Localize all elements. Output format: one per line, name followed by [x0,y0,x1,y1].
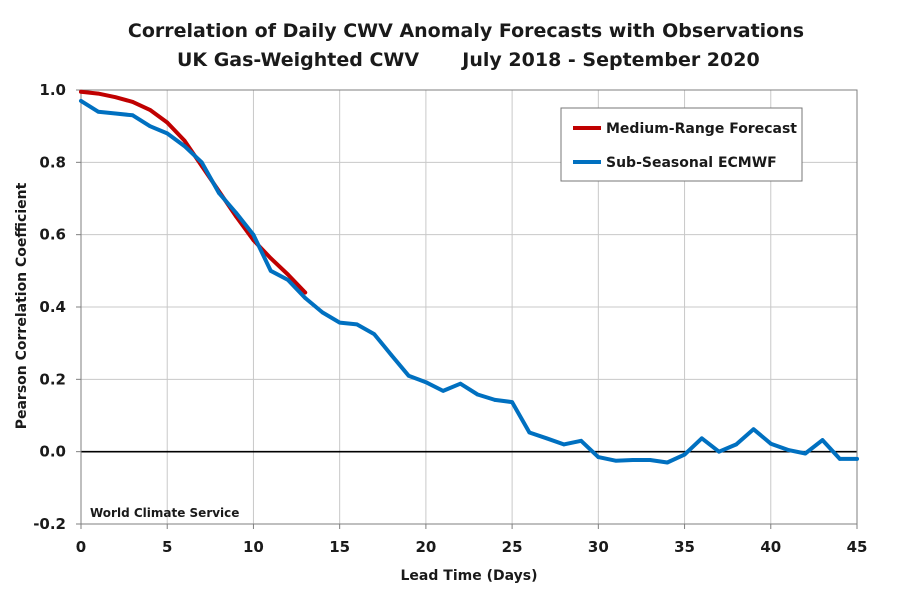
x-tick-label: 5 [162,538,172,556]
data-point-sub-seasonal [510,400,514,404]
data-point-sub-seasonal [286,278,290,282]
data-point-sub-seasonal [717,449,721,454]
legend-label-medium-range: Medium-Range Forecast [606,121,797,137]
data-point-sub-seasonal [475,392,480,397]
data-point-medium-range [165,120,170,125]
data-point-sub-seasonal [734,442,739,447]
data-point-sub-seasonal [113,111,118,116]
data-point-sub-seasonal [217,191,221,195]
data-point-sub-seasonal [372,332,376,336]
x-tick-label: 45 [847,538,868,556]
data-point-sub-seasonal [424,380,428,385]
data-point-medium-range [303,290,307,295]
x-tick-label: 35 [674,538,695,556]
data-point-sub-seasonal [320,310,325,315]
data-point-sub-seasonal [355,322,359,327]
data-point-medium-range [113,95,118,100]
data-point-sub-seasonal [648,458,652,462]
data-point-sub-seasonal [199,160,204,165]
legend-box [560,107,803,182]
data-point-sub-seasonal [613,458,618,463]
data-point-sub-seasonal [768,441,773,446]
x-axis-title: Lead Time (Days) [401,568,538,584]
x-tick-label: 10 [243,538,264,556]
data-point-sub-seasonal [751,427,756,432]
data-point-sub-seasonal [493,398,497,402]
watermark-annotation: World Climate Service [90,506,239,520]
data-point-sub-seasonal [855,457,859,461]
data-point-sub-seasonal [596,455,601,459]
data-point-sub-seasonal [234,211,238,215]
x-tick-label: 15 [329,538,350,556]
x-tick-label: 40 [760,538,781,556]
y-tick-label: 0.4 [39,298,66,316]
data-point-sub-seasonal [786,448,790,452]
legend-label-sub-seasonal: Sub-Seasonal ECMWF [606,155,777,171]
legend: Medium-Range Forecast Sub-Seasonal ECMWF [560,107,803,182]
data-point-sub-seasonal [165,131,170,136]
y-tick-label: 0.0 [39,443,66,461]
data-point-sub-seasonal [665,460,670,465]
chart-title: Correlation of Daily CWV Anomaly Forecas… [128,20,804,42]
data-point-medium-range [130,100,135,104]
data-point-medium-range [148,108,152,112]
data-point-sub-seasonal [389,353,394,357]
data-point-sub-seasonal [458,381,463,386]
data-point-sub-seasonal [631,458,635,462]
data-point-sub-seasonal [562,442,566,447]
data-point-sub-seasonal [700,436,704,441]
data-point-sub-seasonal [303,296,307,300]
data-point-sub-seasonal [182,144,187,148]
data-point-medium-range [182,138,187,143]
x-tick-label: 20 [415,538,436,556]
x-tick-label: 30 [588,538,609,556]
data-point-sub-seasonal [441,389,445,393]
chart-subtitle-right: July 2018 - September 2020 [460,49,759,71]
data-point-sub-seasonal [406,373,411,378]
data-point-medium-range [268,256,273,260]
data-point-sub-seasonal [96,109,101,114]
data-point-sub-seasonal [579,439,583,443]
data-point-medium-range [96,91,101,96]
data-point-sub-seasonal [820,438,825,442]
data-point-sub-seasonal [803,451,808,456]
data-point-sub-seasonal [527,430,532,435]
y-tick-label: -0.2 [33,515,66,533]
data-point-sub-seasonal [251,232,256,237]
series-line-sub-seasonal [79,98,859,465]
data-point-sub-seasonal [337,320,342,325]
data-point-medium-range [79,90,83,94]
y-tick-label: 0.2 [39,370,66,388]
y-tick-label: 0.6 [39,226,66,244]
y-tick-label: 1.0 [39,81,66,99]
x-tick-label: 0 [76,538,86,556]
y-tick-label: 0.8 [39,153,66,171]
data-point-sub-seasonal [130,113,135,118]
x-tick-label: 25 [502,538,523,556]
data-point-sub-seasonal [544,436,549,441]
data-point-sub-seasonal [837,457,842,461]
data-point-sub-seasonal [682,452,687,457]
chart-subtitle-left: UK Gas-Weighted CWV [177,49,419,71]
y-axis-title: Pearson Correlation Coefficient [14,182,30,429]
data-point-medium-range [286,272,290,277]
data-point-sub-seasonal [79,99,83,103]
data-point-sub-seasonal [268,269,273,273]
data-point-sub-seasonal [148,124,152,128]
